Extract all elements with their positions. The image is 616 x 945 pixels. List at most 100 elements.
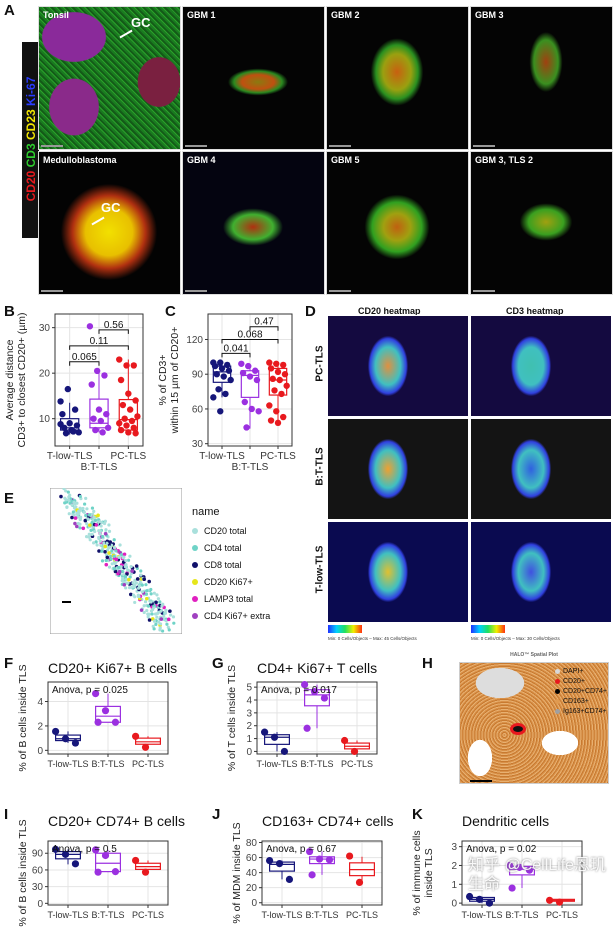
gc-annotation: GC	[131, 15, 151, 30]
scatter-point	[120, 569, 124, 574]
scatter-point	[63, 496, 67, 500]
anova-annotation: Anova, p = 0.5	[52, 844, 117, 855]
heatmap-tile	[327, 521, 469, 623]
scatter-point	[92, 509, 96, 513]
scatter-point	[146, 615, 150, 619]
scatter-point	[166, 617, 171, 622]
legend-dot-icon	[192, 562, 198, 568]
scatter-point	[131, 593, 136, 597]
scatter-point	[163, 611, 168, 615]
data-point	[346, 852, 354, 860]
scatter-point	[99, 543, 103, 547]
scatter-point	[129, 572, 133, 576]
scatter-point	[68, 501, 72, 505]
scatter-point	[118, 543, 122, 547]
tile-label: GBM 3	[475, 10, 504, 20]
scatter-point	[144, 592, 149, 596]
channel-legend: CD20 CD3 CD23 Ki-67	[22, 42, 39, 238]
data-point	[217, 408, 224, 415]
chart-c: 30 60 90 120 T-low-TLS B:T-TLS PC-TLS % of CD3+…	[157, 300, 300, 485]
scatter-point	[156, 597, 161, 601]
x-tick-label: B:T-TLS	[505, 910, 538, 920]
scatter-point	[142, 610, 146, 615]
data-point	[217, 359, 224, 366]
data-point	[239, 369, 247, 377]
column-header-cd3: CD3 heatmap	[506, 306, 564, 316]
scatter-point	[135, 577, 140, 581]
data-point	[130, 362, 137, 369]
data-point	[222, 390, 229, 398]
data-point	[94, 718, 102, 726]
data-point	[224, 361, 231, 369]
y-tick-label: 0	[451, 899, 457, 910]
panel-label-c: C	[165, 303, 176, 320]
scatter-point	[81, 526, 86, 531]
y-tick-label: 10	[39, 414, 51, 425]
data-point	[306, 847, 314, 856]
panel-label-f: F	[4, 655, 14, 672]
x-tick-label: B:T-TLS	[91, 759, 124, 769]
scatter-point	[162, 614, 166, 618]
data-point	[61, 850, 70, 858]
scatter-point	[152, 627, 156, 631]
anova-annotation: Anova, p = 0.017	[261, 685, 337, 696]
scatter-point	[72, 513, 76, 517]
scatter-point	[158, 626, 162, 630]
scatter-point	[110, 549, 114, 553]
scatter-point	[126, 581, 130, 585]
y-axis-label: inside TLS	[423, 848, 435, 897]
scatter-point	[85, 522, 89, 526]
data-point	[267, 365, 275, 372]
data-point	[66, 420, 73, 427]
scatter-point	[122, 580, 126, 584]
significance-bracket	[249, 326, 279, 331]
data-point	[52, 727, 60, 736]
scatter-point	[126, 558, 131, 562]
scatter-point	[114, 557, 119, 562]
data-point	[103, 410, 110, 418]
legend-label: CD20+	[563, 678, 585, 685]
data-point	[281, 371, 289, 378]
scatter-point	[88, 523, 92, 527]
scatter-point	[168, 609, 172, 613]
data-point	[86, 323, 94, 330]
row-label-pc: PC-TLS	[314, 345, 326, 382]
panel-label-e: E	[4, 490, 15, 507]
data-point	[57, 420, 64, 428]
y-axis-label: % of CD3+	[157, 354, 169, 405]
legend-item: CD4 Ki67+ extra	[192, 611, 270, 621]
scatter-point	[154, 600, 158, 605]
data-point	[261, 728, 269, 736]
scatter-point	[74, 505, 78, 509]
data-point	[57, 398, 64, 405]
data-point	[92, 426, 99, 434]
scatter-point	[75, 512, 79, 516]
y-tick-label: 3	[451, 842, 457, 853]
data-point	[303, 724, 311, 732]
tile-label: Medulloblastoma	[43, 155, 117, 165]
scatter-point	[108, 540, 113, 544]
y-tick-label: 0	[246, 747, 252, 758]
data-point	[210, 394, 217, 401]
scatter-point	[113, 561, 117, 566]
scatter-point	[107, 523, 111, 527]
legend-item: CD4 total	[192, 543, 242, 553]
legend-item: CD20 total	[192, 526, 247, 536]
p-value-label: 0.068	[237, 329, 262, 340]
data-point	[132, 397, 139, 404]
data-point	[246, 373, 254, 380]
scatter-point	[140, 590, 144, 594]
scale-bar	[41, 290, 63, 292]
data-point	[320, 694, 329, 702]
scatter-point	[59, 494, 63, 499]
data-point	[92, 846, 100, 854]
scatter-point	[87, 513, 91, 517]
scatter-point	[149, 587, 153, 592]
scatter-point	[83, 502, 87, 506]
data-point	[269, 375, 276, 383]
tile-label: GBM 4	[187, 155, 216, 165]
legend-label: CD8 total	[204, 560, 242, 570]
data-point	[70, 428, 77, 435]
data-point	[62, 430, 70, 437]
channel-cd20: CD20	[24, 170, 38, 202]
